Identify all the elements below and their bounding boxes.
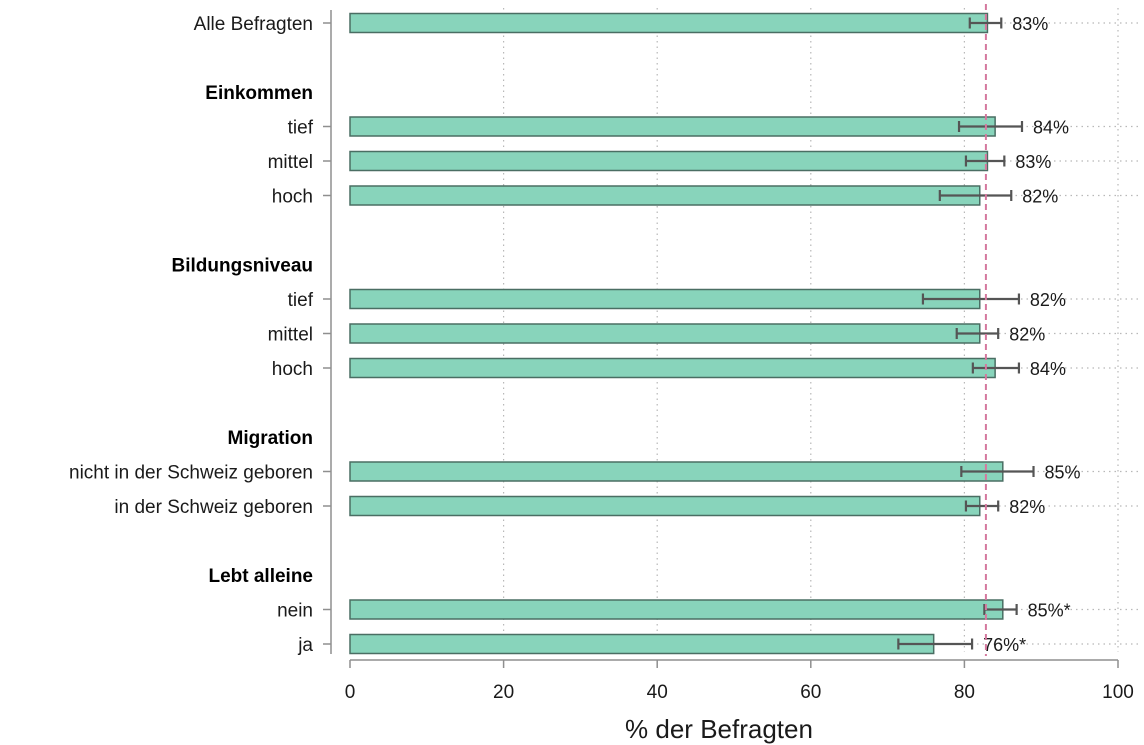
category-label: nicht in der Schweiz geboren <box>69 463 313 484</box>
data-label: 83% <box>1015 152 1051 172</box>
bar <box>349 357 996 379</box>
bar <box>349 633 935 655</box>
data-label: 85%* <box>1028 601 1071 621</box>
data-label: 82% <box>1022 187 1058 207</box>
x-tick-label: 60 <box>800 682 821 703</box>
x-tick-label: 80 <box>954 682 975 703</box>
category-label: hoch <box>272 187 313 208</box>
x-tick-label: 100 <box>1102 682 1134 703</box>
category-label: ja <box>297 635 313 656</box>
bar <box>349 599 1004 620</box>
category-label: Alle Befragten <box>194 14 313 35</box>
group-label: Migration <box>228 428 314 449</box>
data-label: 82% <box>1009 497 1045 517</box>
bar <box>349 116 996 137</box>
category-label: nein <box>277 601 313 622</box>
group-label: Lebt alleine <box>208 566 313 587</box>
group-label: Einkommen <box>205 83 313 104</box>
bar <box>349 461 1004 482</box>
bar <box>349 185 981 206</box>
bar <box>349 323 981 344</box>
category-label: in der Schweiz geboren <box>114 497 313 518</box>
data-label: 76%* <box>983 635 1026 655</box>
category-label: mittel <box>268 325 313 346</box>
bar <box>349 150 989 172</box>
bar <box>349 288 981 310</box>
data-label: 83% <box>1012 14 1048 34</box>
data-label: 85% <box>1045 463 1081 483</box>
data-label: 82% <box>1009 325 1045 345</box>
x-tick-label: 20 <box>493 682 514 703</box>
data-label: 84% <box>1030 359 1066 379</box>
category-label: tief <box>288 118 314 139</box>
data-label: 84% <box>1033 118 1069 138</box>
x-tick-label: 0 <box>345 682 356 703</box>
x-axis-title: % der Befragten <box>625 714 813 744</box>
bar <box>349 495 981 517</box>
data-label: 82% <box>1030 290 1066 310</box>
bar <box>349 12 989 34</box>
category-label: tief <box>288 290 314 311</box>
x-tick-label: 40 <box>647 682 668 703</box>
category-label: hoch <box>272 359 313 380</box>
group-label: Bildungsniveau <box>172 256 313 277</box>
category-label: mittel <box>268 152 313 173</box>
